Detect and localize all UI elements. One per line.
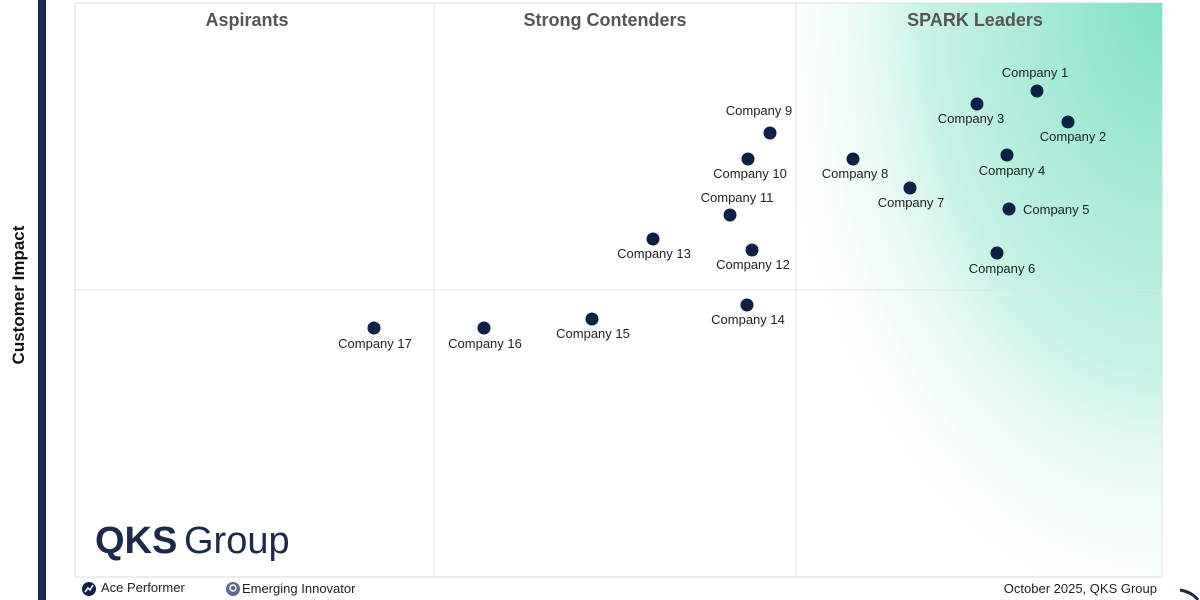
- point-company-4: [1000, 148, 1014, 162]
- label-company-5: Company 5: [1023, 202, 1089, 217]
- y-axis-title: Customer Impact: [9, 225, 28, 364]
- label-company-16: Company 16: [448, 336, 522, 351]
- label-company-12: Company 12: [716, 257, 790, 272]
- footer-credit: October 2025, QKS Group: [1004, 581, 1157, 596]
- point-company-16: [477, 321, 491, 335]
- bulb-icon: [229, 584, 237, 592]
- legend-ace-performer: Ace Performer: [101, 580, 185, 595]
- point-company-10: [741, 152, 755, 166]
- label-company-15: Company 15: [556, 326, 630, 341]
- point-company-8: [846, 152, 860, 166]
- label-company-9: Company 9: [726, 103, 792, 118]
- label-company-8: Company 8: [822, 166, 888, 181]
- quadrant-title-spark-leaders: SPARK Leaders: [907, 10, 1043, 30]
- point-company-3: [970, 97, 984, 111]
- point-company-14: [740, 298, 754, 312]
- point-company-5: [1002, 202, 1016, 216]
- label-company-4: Company 4: [979, 163, 1045, 178]
- label-company-7: Company 7: [878, 195, 944, 210]
- axis-arrow-icon: [1179, 588, 1200, 600]
- quadrant-title-aspirants: Aspirants: [205, 10, 288, 30]
- point-company-2: [1061, 115, 1075, 129]
- legend-emerging-innovator: Emerging Innovator: [242, 581, 356, 596]
- logo-bold-text: QKS: [95, 520, 177, 562]
- label-company-3: Company 3: [938, 111, 1004, 126]
- label-company-2: Company 2: [1040, 129, 1106, 144]
- trend-up-icon: [84, 584, 94, 593]
- point-company-13: [646, 232, 660, 246]
- point-company-6: [990, 246, 1004, 260]
- data-points: Company 1 Company 2 Company 3 Company 4 Comp…: [338, 65, 1106, 351]
- point-company-9: [763, 126, 777, 140]
- label-company-10: Company 10: [713, 166, 787, 181]
- point-company-7: [903, 181, 917, 195]
- label-company-17: Company 17: [338, 336, 412, 351]
- legend: Ace Performer Emerging Innovator: [82, 580, 356, 596]
- point-company-12: [745, 243, 759, 257]
- label-company-13: Company 13: [617, 246, 691, 261]
- label-company-11: Company 11: [701, 190, 774, 205]
- point-company-17: [367, 321, 381, 335]
- label-company-14: Company 14: [711, 312, 785, 327]
- quadrant-title-strong-contenders: Strong Contenders: [523, 10, 686, 30]
- label-company-1: Company 1: [1002, 65, 1068, 80]
- y-axis-bar: [38, 0, 46, 600]
- point-company-15: [585, 312, 599, 326]
- point-company-11: [723, 208, 737, 222]
- point-company-1: [1030, 84, 1044, 98]
- label-company-6: Company 6: [969, 261, 1035, 276]
- qks-logo: QKS Group: [95, 520, 290, 562]
- emerging-innovator-icon: [226, 582, 240, 596]
- logo-light-text: Group: [184, 520, 290, 562]
